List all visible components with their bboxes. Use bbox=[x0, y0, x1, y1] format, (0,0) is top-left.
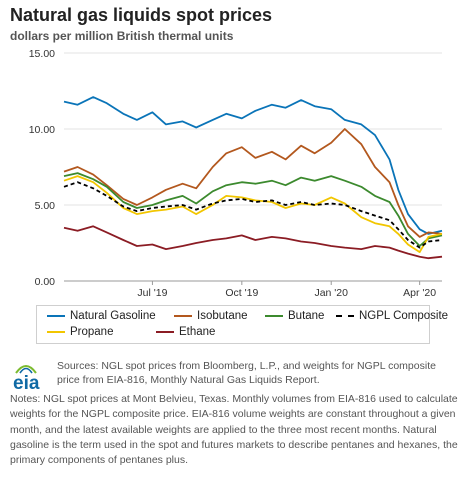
y-tick-label: 10.00 bbox=[29, 124, 55, 136]
x-tick-label: Jul '19 bbox=[137, 287, 167, 299]
legend-item-propane: Propane bbox=[47, 326, 113, 338]
y-tick-label: 15.00 bbox=[29, 48, 55, 60]
eia-logo: eia bbox=[8, 362, 48, 398]
series-line-ngpl-composite bbox=[63, 181, 443, 249]
legend-swatch bbox=[174, 315, 192, 317]
legend-label: Isobutane bbox=[197, 310, 248, 322]
series-line-ethane bbox=[63, 225, 443, 260]
legend-label: Natural Gasoline bbox=[70, 310, 156, 322]
sources-note: Sources: NGL spot prices from Bloomberg,… bbox=[57, 360, 436, 386]
x-tick-label: Oct '19 bbox=[225, 287, 258, 299]
notes-text: Notes: NGL spot prices at Mont Belvieu, … bbox=[10, 393, 458, 467]
chart-title: Natural gas liquids spot prices bbox=[10, 5, 273, 25]
x-tick-label: Jan '20 bbox=[314, 287, 348, 299]
legend-label: Butane bbox=[288, 310, 325, 322]
series-line-butane bbox=[63, 172, 443, 247]
x-tick-label: Apr '20 bbox=[403, 287, 436, 299]
eia-logo-text: eia bbox=[13, 373, 40, 394]
legend-item-natural-gasoline: Natural Gasoline bbox=[47, 310, 156, 322]
legend-swatch bbox=[336, 315, 354, 317]
series-line-natural-gasoline bbox=[63, 96, 443, 235]
series-line-isobutane bbox=[63, 128, 443, 238]
y-tick-label: 5.00 bbox=[35, 200, 56, 212]
legend-item-isobutane: Isobutane bbox=[174, 310, 248, 322]
legend-swatch bbox=[156, 331, 174, 333]
legend-swatch bbox=[265, 315, 283, 317]
chart-subtitle: dollars per million British thermal unit… bbox=[10, 29, 234, 43]
legend-label: Ethane bbox=[179, 326, 216, 338]
legend-item-butane: Butane bbox=[265, 310, 324, 322]
legend-label: Propane bbox=[70, 326, 114, 338]
legend-swatch bbox=[47, 315, 65, 317]
legend-label: NGPL Composite bbox=[359, 310, 449, 322]
legend-swatch bbox=[47, 331, 65, 333]
y-tick-label: 0.00 bbox=[35, 276, 56, 288]
series-line-propane bbox=[63, 175, 443, 253]
legend-item-ngpl-composite: NGPL Composite bbox=[336, 310, 448, 322]
chart-plot: 15.00 10.00 5.00 0.00 Jul '19 Oct '19 Jan '20 A… bbox=[29, 48, 443, 299]
legend-item-ethane: Ethane bbox=[156, 326, 215, 338]
eia-logo-arc-icon bbox=[15, 365, 37, 374]
chart-legend: Natural Gasoline Isobutane Butane NGPL C… bbox=[36, 305, 448, 344]
